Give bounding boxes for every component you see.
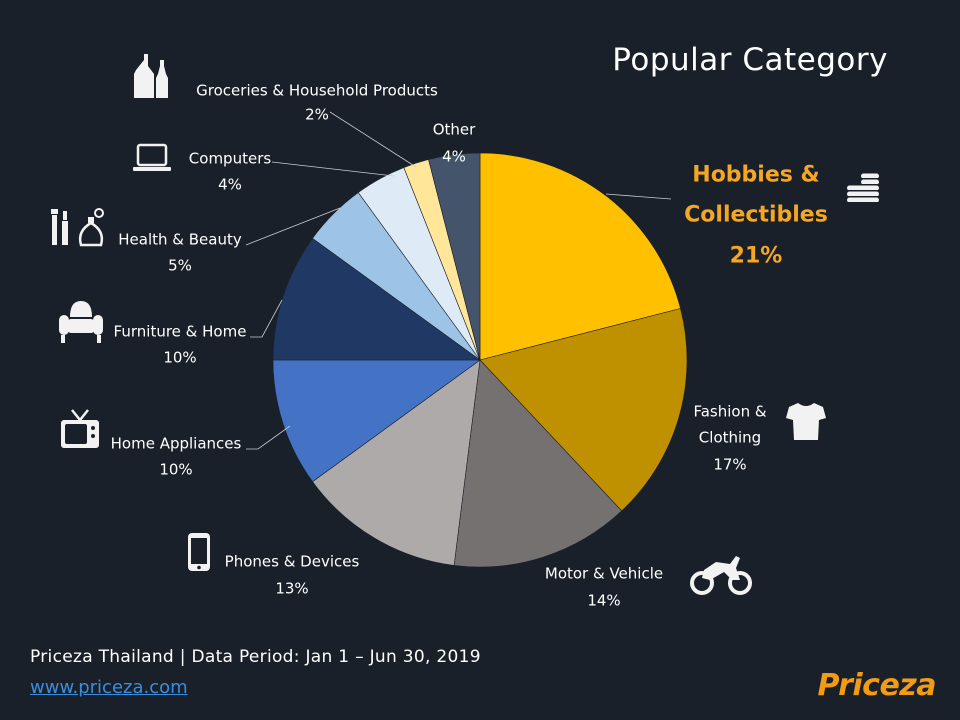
slice-label-furniture-and-home: Furniture & Home (114, 322, 247, 340)
website-link[interactable]: www.priceza.com (30, 677, 188, 698)
motorcycle-icon (690, 556, 752, 595)
priceza-logo: Priceza (817, 668, 937, 703)
leader-line (271, 161, 395, 177)
pie-slice-phones-and-devices (312, 359, 481, 566)
slice-label-other: Other (433, 120, 476, 138)
data-period-note: Priceza Thailand | Data Period: Jan 1 – … (30, 647, 481, 667)
slice-label-hobbies-and-collectibles: Hobbies & Collectibles (684, 163, 828, 228)
leader-line (250, 299, 283, 338)
pie-slice-motor-and-vehicle (453, 359, 623, 568)
armchair-icon (59, 301, 103, 343)
slice-percent-home-appliances: 10% (159, 460, 192, 478)
slice-percent-computers: 4% (218, 175, 242, 193)
tv-icon (61, 409, 99, 448)
leader-line (246, 425, 291, 450)
slice-percent-groceries-and-household-products: 2% (305, 105, 329, 123)
leader-line (329, 111, 417, 168)
slice-percent-furniture-and-home: 10% (163, 348, 196, 366)
slice-percent-other: 4% (442, 147, 466, 165)
coins-icon (847, 173, 879, 203)
pie-slice-hobbies-and-collectibles (479, 152, 681, 361)
pie-slice-furniture-and-home (272, 237, 481, 361)
pie-slice-other (428, 152, 481, 361)
slice-percent-health-and-beauty: 5% (168, 256, 192, 274)
slice-label-fashion-and-clothing: Fashion & Clothing (693, 402, 766, 446)
smartphone-icon (188, 533, 210, 571)
slice-label-home-appliances: Home Appliances (111, 434, 242, 452)
slice-label-health-and-beauty: Health & Beauty (118, 230, 242, 248)
pie-slice-fashion-and-clothing (479, 308, 688, 512)
pie-slice-home-appliances (272, 359, 481, 483)
slice-percent-phones-and-devices: 13% (275, 579, 308, 597)
laptop-icon (133, 143, 171, 171)
slice-percent-hobbies-and-collectibles: 21% (730, 244, 783, 269)
cosmetics-icon (51, 208, 104, 247)
leader-line (605, 193, 672, 200)
slice-label-groceries-and-household-products: Groceries & Household Products (196, 81, 438, 99)
leader-line (245, 207, 341, 246)
bottles-icon (134, 54, 168, 98)
slice-percent-motor-and-vehicle: 14% (587, 591, 620, 609)
chart-title: Popular Category (612, 42, 888, 78)
tshirt-icon (786, 403, 826, 440)
slice-label-motor-and-vehicle: Motor & Vehicle (545, 564, 663, 582)
slice-percent-fashion-and-clothing: 17% (713, 455, 746, 473)
slice-label-computers: Computers (189, 149, 272, 167)
slice-label-phones-and-devices: Phones & Devices (225, 552, 360, 570)
